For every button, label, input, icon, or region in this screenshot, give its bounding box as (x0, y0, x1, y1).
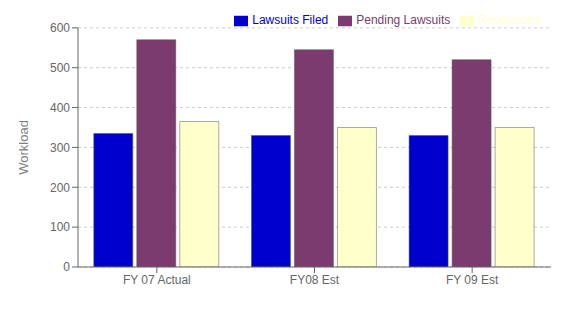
svg-text:FY 09 Est: FY 09 Est (446, 273, 499, 287)
svg-text:0: 0 (63, 260, 70, 274)
html-text:Resolutions: Resolutions (478, 13, 541, 27)
svg-text:100: 100 (50, 220, 70, 234)
svg-text:500: 500 (50, 61, 70, 75)
svg-text:600: 600 (50, 21, 70, 35)
svg-text:FY08 Est: FY08 Est (290, 273, 340, 287)
svg-text:300: 300 (50, 141, 70, 155)
svg-text:FY 07 Actual: FY 07 Actual (123, 273, 191, 287)
svg-text:Workload: Workload (16, 120, 31, 175)
svg-text:200: 200 (50, 181, 70, 195)
svg-text:400: 400 (50, 101, 70, 115)
html-text:Lawsuits Filed: Lawsuits Filed (252, 13, 329, 27)
html-text:Pending Lawsuits: Pending Lawsuits (356, 13, 451, 27)
